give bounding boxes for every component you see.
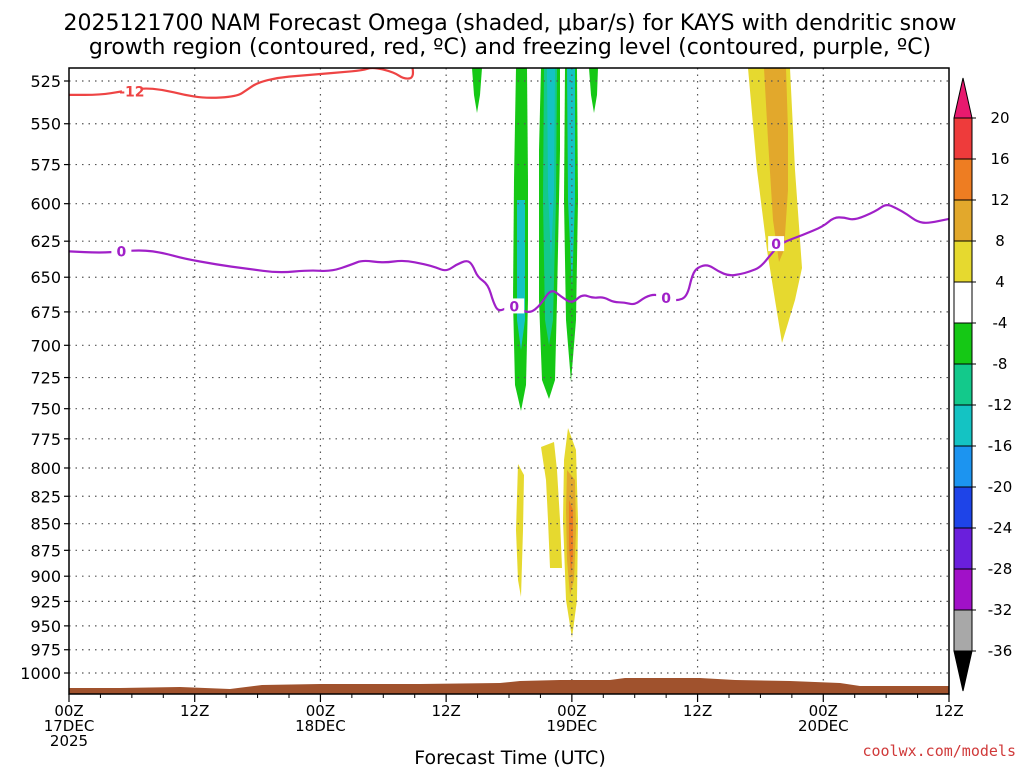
colorbar-segment bbox=[953, 527, 973, 570]
omega-yellow-region-lower-a bbox=[516, 464, 524, 597]
y-tick-label: 575 bbox=[30, 156, 61, 175]
contour-label-bg bbox=[121, 83, 142, 99]
contour-label: 0 bbox=[661, 291, 671, 307]
contour-label: 0 bbox=[509, 299, 519, 315]
colorbar-label: 12 bbox=[990, 191, 1009, 209]
contour-label-bg bbox=[504, 298, 525, 314]
x-tick-label: 17DEC bbox=[44, 717, 95, 735]
omega-green-region-a bbox=[472, 68, 482, 113]
omega-shading bbox=[472, 68, 802, 638]
y-tick-label: 775 bbox=[30, 430, 61, 449]
colorbar-label: -16 bbox=[988, 437, 1013, 455]
colorbar-segment bbox=[953, 404, 973, 447]
y-tick-label: 725 bbox=[30, 369, 61, 388]
y-tick-label: 525 bbox=[30, 72, 61, 91]
colorbar-segment bbox=[953, 363, 973, 406]
omega-teal-region-d bbox=[567, 68, 575, 290]
contour-label-bg bbox=[656, 290, 677, 306]
colorbar-label: 8 bbox=[995, 232, 1005, 250]
contour-label-bg bbox=[768, 236, 785, 252]
colorbar-segment bbox=[953, 486, 973, 529]
colorbar-label: -12 bbox=[988, 396, 1013, 414]
freezing-level-contour-line bbox=[69, 204, 949, 314]
y-tick-label: 600 bbox=[30, 195, 61, 214]
colorbar-label: -28 bbox=[988, 560, 1013, 578]
x-tick-label: 20DEC bbox=[798, 717, 849, 735]
colorbar-segment bbox=[953, 281, 973, 324]
chart-title-line-2: growth region (contoured, red, ºC) and f… bbox=[89, 35, 931, 60]
contour-labels: -12 0 0 0 0 bbox=[111, 83, 785, 315]
omega-yellow-region-lower-b bbox=[541, 442, 562, 568]
x-axis-title: Forecast Time (UTC) bbox=[414, 747, 605, 768]
colorbar-label: -4 bbox=[993, 314, 1008, 332]
x-tick-label: 19DEC bbox=[547, 717, 598, 735]
colorbar-segment bbox=[953, 158, 973, 201]
x-tick-label: 2025 bbox=[50, 732, 88, 750]
y-tick-label: 550 bbox=[30, 115, 61, 134]
colorbar-label: 20 bbox=[990, 109, 1009, 127]
y-tick-label: 975 bbox=[30, 641, 61, 660]
y-tick-label: 1000 bbox=[20, 664, 61, 683]
omega-teal-region-b bbox=[517, 200, 525, 350]
colorbar-segment bbox=[953, 322, 973, 365]
colorbar-label: 4 bbox=[995, 273, 1005, 291]
x-tick-label: 00Z bbox=[809, 702, 838, 720]
y-tick-label: 675 bbox=[30, 303, 61, 322]
y-tick-label: 800 bbox=[30, 459, 61, 478]
x-tick-label: 12Z bbox=[934, 702, 963, 720]
colorbar-bottom-arrow bbox=[953, 650, 973, 692]
y-tick-label: 700 bbox=[30, 336, 61, 355]
y-tick-label: 850 bbox=[30, 515, 61, 534]
plot-area bbox=[69, 68, 949, 694]
contour-label: 0 bbox=[117, 244, 127, 260]
colorbar-label: -36 bbox=[988, 642, 1013, 660]
y-tick-label: 925 bbox=[30, 592, 61, 611]
y-tick-label: 650 bbox=[30, 268, 61, 287]
colorbar-segment bbox=[953, 609, 973, 652]
colorbar-segment bbox=[953, 199, 973, 242]
y-tick-label: 900 bbox=[30, 567, 61, 586]
colorbar-label: -20 bbox=[988, 478, 1013, 496]
y-axis: 525 550 575 600 625 650 675 700 725 750 775 800 825 8… bbox=[20, 72, 69, 683]
y-tick-label: 875 bbox=[30, 541, 61, 560]
y-tick-label: 825 bbox=[30, 487, 61, 506]
colorbar-label: 16 bbox=[990, 150, 1009, 168]
contour-label-bg bbox=[111, 243, 132, 259]
x-tick-label: 00Z bbox=[557, 702, 586, 720]
colorbar-segment bbox=[953, 240, 973, 283]
chart-title-line-1: 2025121700 NAM Forecast Omega (shaded, μ… bbox=[63, 11, 956, 36]
vertical-gridlines bbox=[194, 68, 824, 694]
y-tick-label: 750 bbox=[30, 400, 61, 419]
x-tick-label: 00Z bbox=[54, 702, 83, 720]
colorbar-segment bbox=[953, 568, 973, 611]
x-tick-label: 12Z bbox=[180, 702, 209, 720]
x-tick-label: 18DEC bbox=[295, 717, 346, 735]
omega-gold-region-upper bbox=[764, 68, 788, 262]
y-tick-label: 950 bbox=[30, 617, 61, 636]
credit-text: coolwx.com/models bbox=[862, 742, 1016, 760]
x-tick-label: 12Z bbox=[683, 702, 712, 720]
y-tick-label: 625 bbox=[30, 232, 61, 251]
contour-label: -12 bbox=[119, 84, 144, 100]
ground-terrain bbox=[69, 678, 949, 694]
colorbar-label: -8 bbox=[993, 355, 1008, 373]
colorbar: 20 16 12 8 4 -4 -8 -12 -16 -20 -24 -28 -32 -36 bbox=[953, 77, 1013, 692]
colorbar-segment bbox=[953, 117, 973, 160]
colorbar-label: -24 bbox=[988, 519, 1013, 537]
x-tick-label: 00Z bbox=[306, 702, 335, 720]
contour-label: 0 bbox=[771, 237, 781, 253]
omega-green-region-e bbox=[589, 68, 598, 113]
colorbar-segment bbox=[953, 445, 973, 488]
colorbar-label: -32 bbox=[988, 601, 1013, 619]
x-tick-label: 12Z bbox=[431, 702, 460, 720]
colorbar-top-arrow bbox=[953, 77, 973, 119]
